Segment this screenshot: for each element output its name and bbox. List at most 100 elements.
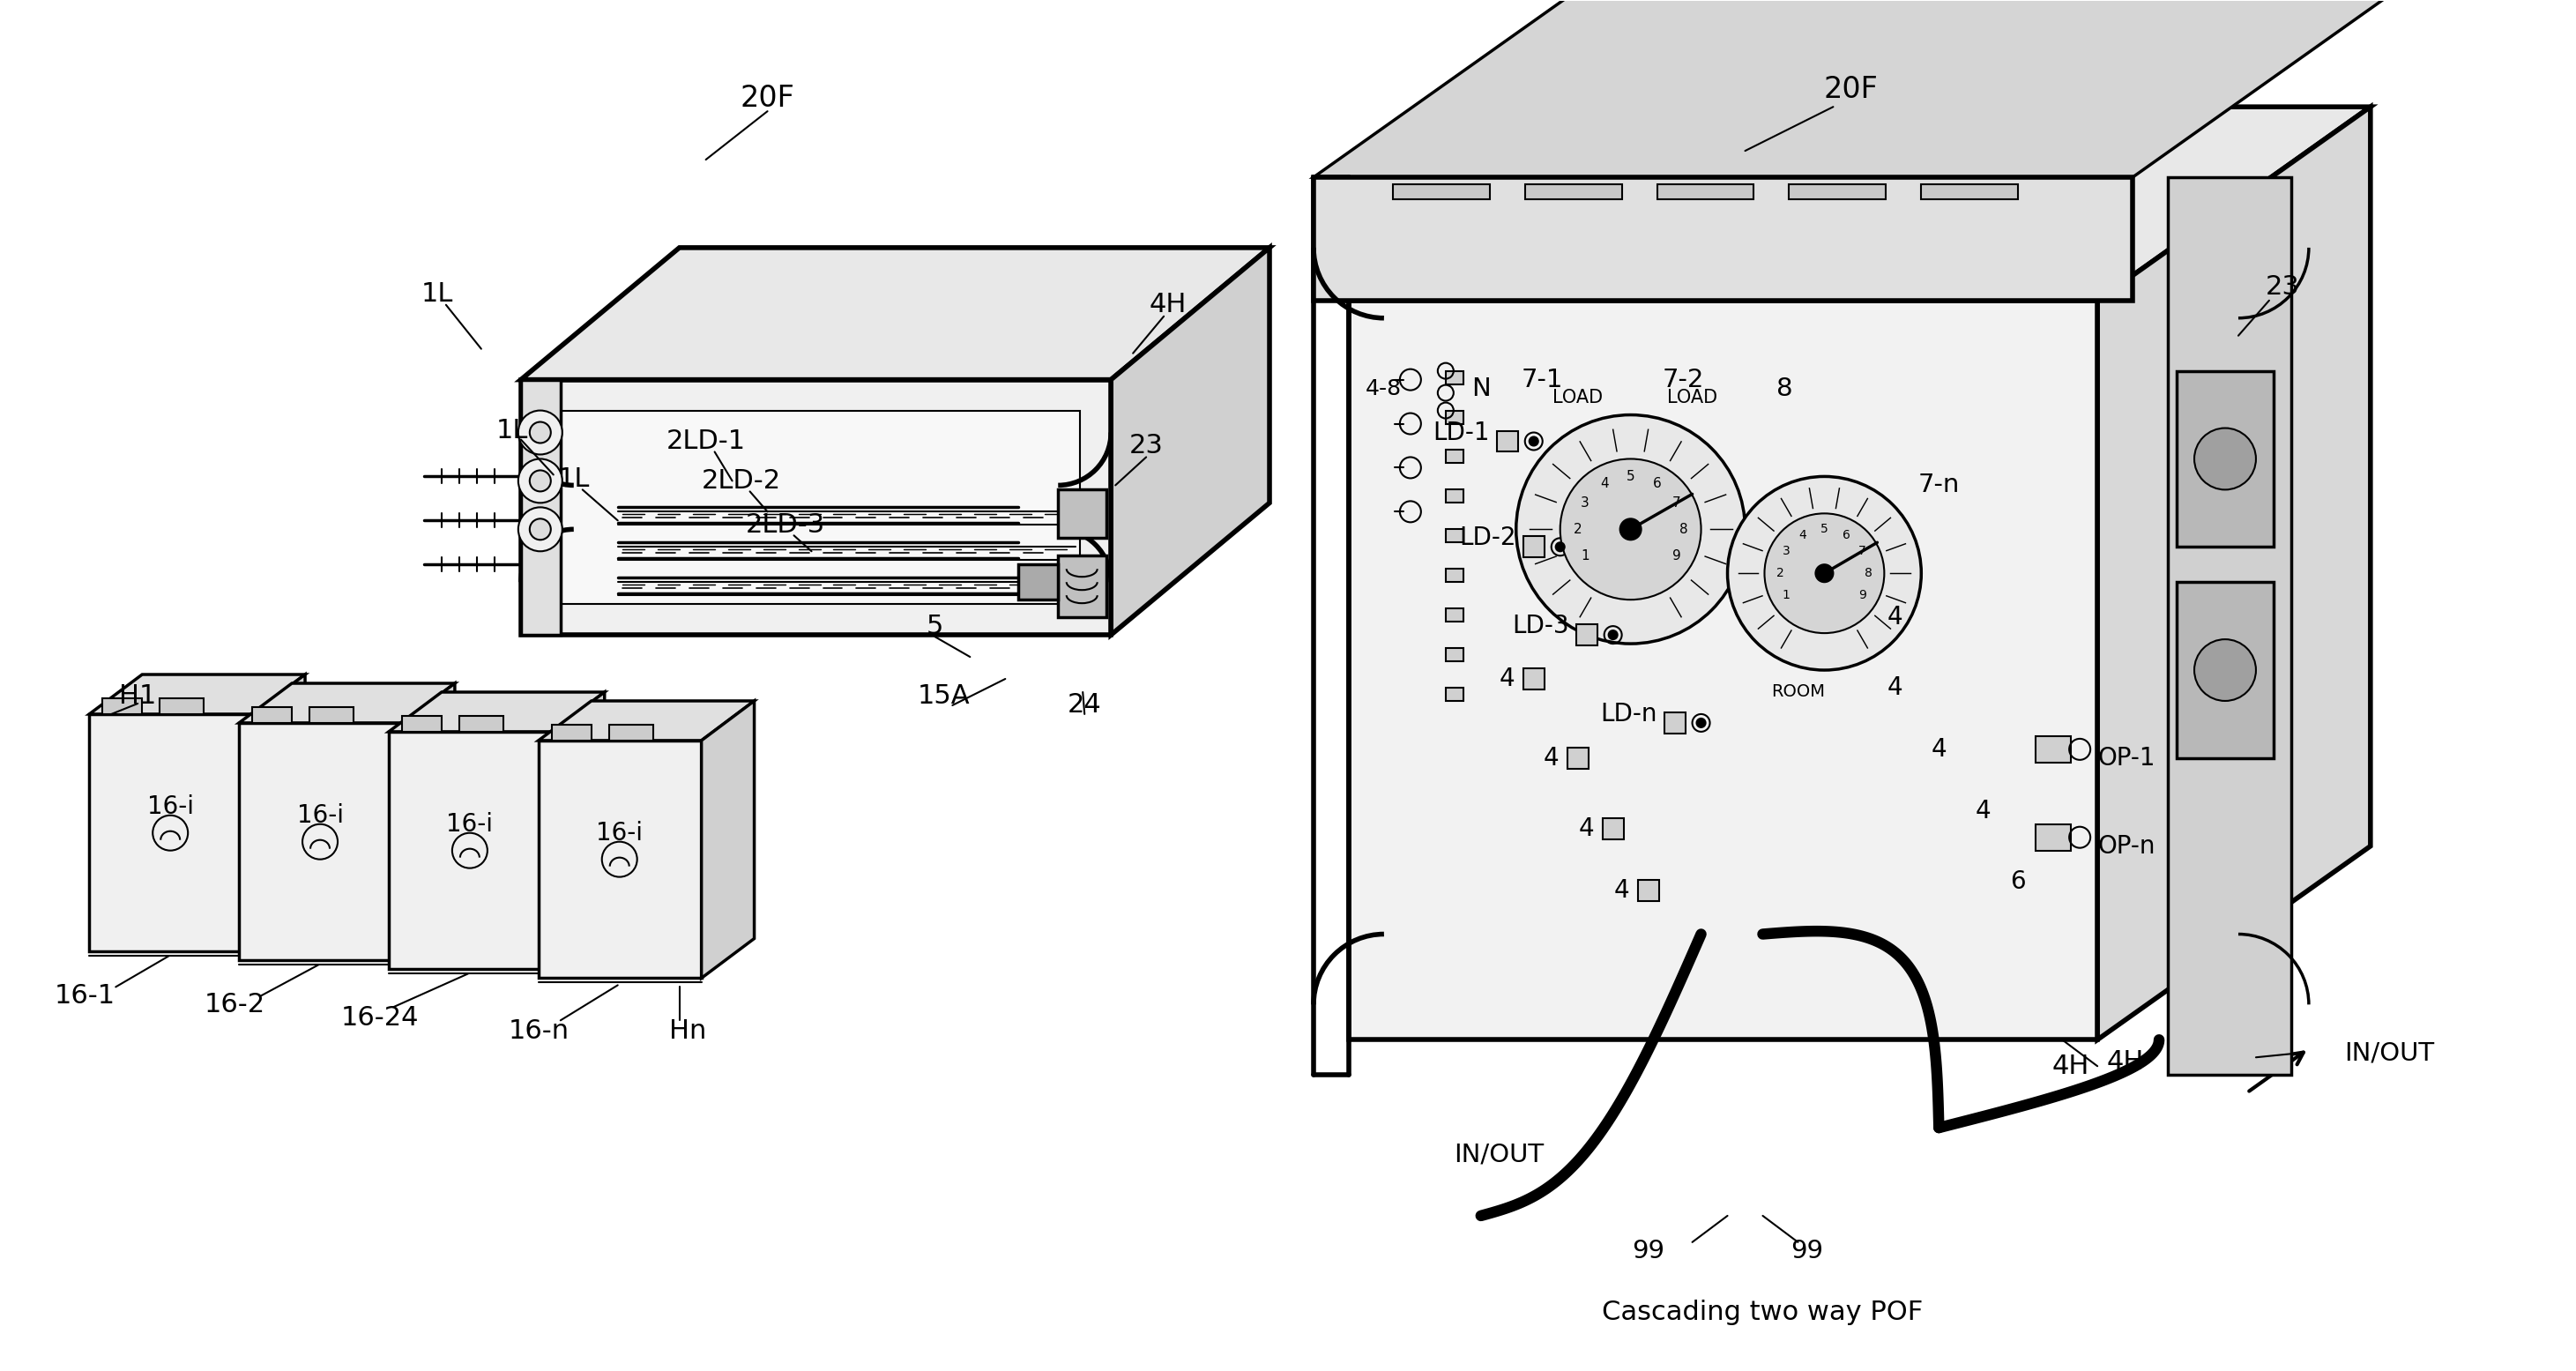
Text: 16-i: 16-i — [296, 803, 343, 828]
Polygon shape — [551, 410, 1079, 605]
Text: 4-8: 4-8 — [1365, 378, 1401, 399]
Polygon shape — [1445, 489, 1463, 503]
Polygon shape — [608, 725, 652, 740]
Polygon shape — [1394, 184, 1489, 199]
Polygon shape — [1922, 184, 2017, 199]
Text: 2: 2 — [1777, 568, 1785, 580]
Text: 4: 4 — [1579, 816, 1595, 840]
Text: LD-2: LD-2 — [1458, 525, 1517, 550]
Polygon shape — [1110, 248, 1270, 635]
Circle shape — [1620, 518, 1641, 540]
Text: 20F: 20F — [739, 84, 796, 112]
Text: 99: 99 — [1790, 1238, 1824, 1263]
Text: 4H: 4H — [2053, 1053, 2089, 1079]
Text: Cascading two way POF: Cascading two way POF — [1602, 1300, 1924, 1326]
Polygon shape — [389, 692, 605, 732]
Text: 7: 7 — [1860, 546, 1868, 558]
Polygon shape — [1664, 713, 1685, 733]
Polygon shape — [1445, 529, 1463, 543]
Polygon shape — [520, 248, 1270, 380]
Polygon shape — [252, 675, 304, 951]
Polygon shape — [1577, 624, 1597, 646]
Circle shape — [1561, 459, 1700, 599]
Circle shape — [518, 410, 562, 454]
Text: H1: H1 — [118, 684, 157, 709]
Polygon shape — [240, 683, 456, 723]
Text: 8: 8 — [1680, 522, 1687, 536]
Polygon shape — [160, 698, 204, 714]
Polygon shape — [90, 675, 304, 714]
Polygon shape — [520, 380, 1110, 635]
Text: 2LD-3: 2LD-3 — [744, 513, 824, 537]
Polygon shape — [2177, 372, 2275, 547]
Text: LOAD: LOAD — [1667, 388, 1718, 406]
Polygon shape — [1018, 565, 1059, 599]
Text: 24: 24 — [1066, 692, 1103, 718]
Polygon shape — [1314, 177, 2133, 300]
Text: OP-n: OP-n — [2097, 834, 2156, 858]
Circle shape — [1607, 631, 1618, 639]
Polygon shape — [701, 701, 755, 978]
Polygon shape — [1602, 818, 1623, 839]
Text: 4: 4 — [1976, 798, 1991, 823]
Polygon shape — [2035, 736, 2071, 762]
Text: 16-n: 16-n — [507, 1019, 569, 1043]
Polygon shape — [1445, 609, 1463, 621]
Text: 1: 1 — [1582, 548, 1589, 562]
Circle shape — [1530, 437, 1538, 446]
Polygon shape — [1445, 569, 1463, 583]
Text: 16-24: 16-24 — [340, 1005, 420, 1031]
Circle shape — [1816, 565, 1834, 583]
Text: 16-i: 16-i — [446, 812, 492, 836]
Circle shape — [1765, 514, 1883, 633]
Text: 8: 8 — [1777, 376, 1793, 400]
Circle shape — [531, 518, 551, 540]
Circle shape — [518, 507, 562, 551]
Polygon shape — [1445, 372, 1463, 384]
Text: LD-1: LD-1 — [1432, 420, 1489, 444]
Circle shape — [531, 422, 551, 443]
Text: LD-3: LD-3 — [1512, 614, 1569, 639]
Circle shape — [2195, 428, 2257, 489]
Polygon shape — [1522, 668, 1543, 690]
Text: 5: 5 — [1625, 470, 1636, 483]
Polygon shape — [252, 707, 291, 723]
Text: 1L: 1L — [556, 466, 590, 492]
Text: 16-2: 16-2 — [204, 991, 265, 1017]
Polygon shape — [551, 692, 605, 969]
Circle shape — [1517, 415, 1744, 644]
Text: 15A: 15A — [917, 684, 971, 709]
Text: 9: 9 — [1860, 590, 1868, 602]
Polygon shape — [90, 714, 252, 951]
Circle shape — [1556, 543, 1564, 551]
Text: 8: 8 — [1865, 568, 1873, 580]
Polygon shape — [1522, 536, 1543, 558]
Text: 7-2: 7-2 — [1662, 367, 1705, 392]
Text: 16-1: 16-1 — [54, 983, 116, 1009]
Text: 7-n: 7-n — [1919, 473, 1960, 498]
Text: 4: 4 — [1499, 666, 1515, 691]
Text: 2LD-2: 2LD-2 — [701, 468, 781, 494]
Polygon shape — [2035, 824, 2071, 850]
Text: 5: 5 — [1821, 524, 1829, 536]
Text: 99: 99 — [1633, 1238, 1664, 1263]
Polygon shape — [1350, 300, 2097, 1039]
Polygon shape — [1314, 0, 2406, 177]
Text: 1L: 1L — [497, 418, 528, 443]
Text: 4: 4 — [1888, 676, 1904, 701]
Text: N: N — [1471, 376, 1492, 400]
Circle shape — [518, 459, 562, 503]
Text: ROOM: ROOM — [1772, 684, 1824, 701]
Text: 6: 6 — [2009, 869, 2025, 894]
Text: Hn: Hn — [670, 1019, 706, 1043]
Text: 5: 5 — [927, 613, 943, 639]
Polygon shape — [1445, 450, 1463, 463]
Polygon shape — [2169, 177, 2290, 1075]
Polygon shape — [1497, 430, 1517, 452]
Polygon shape — [1656, 184, 1754, 199]
Polygon shape — [2177, 583, 2275, 758]
Text: 23: 23 — [2264, 274, 2300, 300]
Text: 1L: 1L — [420, 281, 453, 307]
Polygon shape — [103, 698, 142, 714]
Polygon shape — [538, 701, 755, 740]
